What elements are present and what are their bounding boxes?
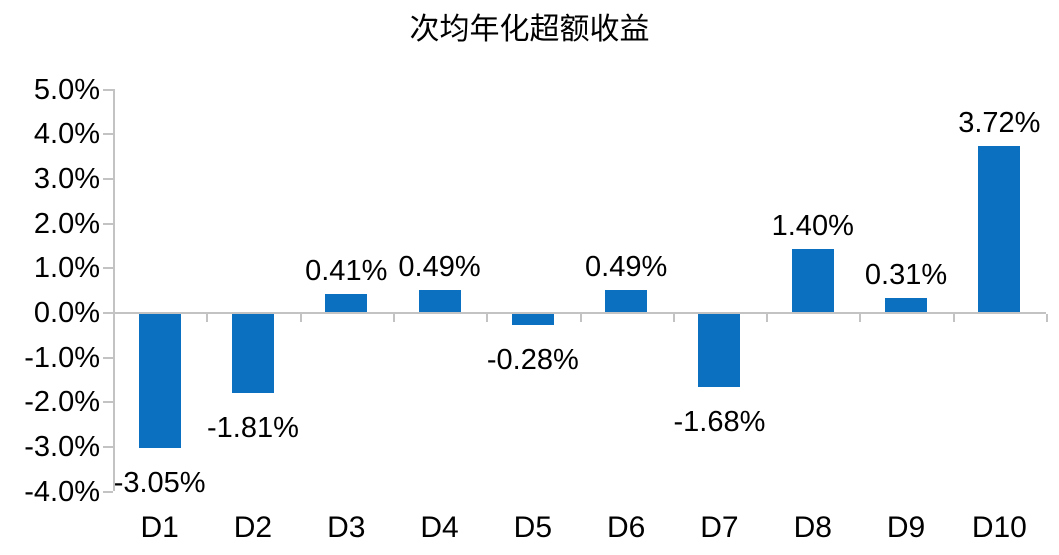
y-axis-tick-label: 0.0%	[33, 297, 100, 329]
bar-d2	[231, 312, 274, 393]
chart-title: 次均年化超额收益	[409, 12, 650, 47]
bar-d9	[885, 298, 928, 312]
x-axis-tick	[766, 314, 769, 322]
x-axis-tick	[859, 314, 862, 322]
y-axis-tick	[103, 88, 113, 91]
y-axis-tick-label: -3.0%	[24, 431, 100, 464]
data-label: 0.49%	[398, 251, 481, 284]
bar-d6	[605, 290, 648, 312]
y-axis-tick	[103, 177, 113, 180]
x-axis-tick-label: D8	[793, 511, 832, 544]
x-axis-tick	[299, 314, 302, 322]
y-axis-tick	[103, 356, 113, 359]
data-label: 0.49%	[585, 251, 668, 284]
y-axis-tick-label: 2.0%	[33, 207, 100, 240]
data-label: 3.72%	[958, 106, 1041, 139]
x-axis-tick	[392, 314, 395, 322]
bar-d7	[698, 312, 741, 388]
y-axis-tick-label: 1.0%	[33, 252, 100, 285]
y-axis-tick-label: -4.0%	[24, 475, 100, 508]
data-label: 1.40%	[771, 210, 854, 243]
y-axis-tick	[103, 401, 113, 404]
x-axis-tick-label: D7	[700, 511, 739, 544]
x-axis-tick-label: D4	[420, 511, 459, 544]
y-axis-tick-label: 3.0%	[33, 162, 100, 195]
bar-d3	[325, 293, 368, 312]
x-axis-tick-label: D1	[140, 511, 179, 544]
zero-axis-line	[113, 312, 1046, 314]
x-axis-tick-label: D6	[606, 511, 646, 544]
data-label: 0.41%	[305, 254, 388, 287]
y-axis-tick	[103, 490, 113, 493]
y-axis-tick-label: 5.0%	[33, 73, 100, 106]
x-axis-tick-label: D3	[327, 511, 366, 544]
x-axis-tick-label: D10	[971, 511, 1027, 544]
x-axis-tick	[113, 314, 115, 322]
bar-d4	[418, 290, 461, 312]
y-axis-tick	[103, 312, 113, 314]
x-axis-tick-label: D5	[513, 511, 553, 544]
x-axis-tick	[672, 314, 675, 322]
x-axis-tick	[1046, 314, 1048, 322]
y-axis-tick-label: 4.0%	[33, 118, 100, 151]
x-axis-tick	[206, 314, 209, 322]
x-axis-tick	[486, 314, 489, 322]
data-label: -1.81%	[206, 411, 299, 444]
x-axis-tick-label: D9	[886, 511, 926, 544]
bar-d10	[978, 145, 1021, 312]
bar-d8	[791, 249, 834, 312]
bar-d1	[138, 312, 181, 449]
data-label: -0.28%	[486, 343, 579, 376]
y-axis-tick	[103, 267, 113, 270]
y-axis-tick	[103, 446, 113, 449]
x-axis-tick	[579, 314, 582, 322]
y-axis-tick-label: -2.0%	[24, 386, 100, 419]
data-label: -1.68%	[673, 406, 766, 439]
x-axis-tick-label: D2	[233, 511, 273, 544]
data-label: -3.05%	[113, 467, 206, 500]
bar-d5	[511, 312, 554, 325]
y-axis-tick-label: -1.0%	[24, 341, 100, 374]
y-axis-tick	[103, 133, 113, 136]
y-axis-tick	[103, 222, 113, 225]
data-label: 0.31%	[864, 259, 948, 292]
y-axis-line	[113, 88, 115, 491]
x-axis-tick	[952, 314, 955, 322]
